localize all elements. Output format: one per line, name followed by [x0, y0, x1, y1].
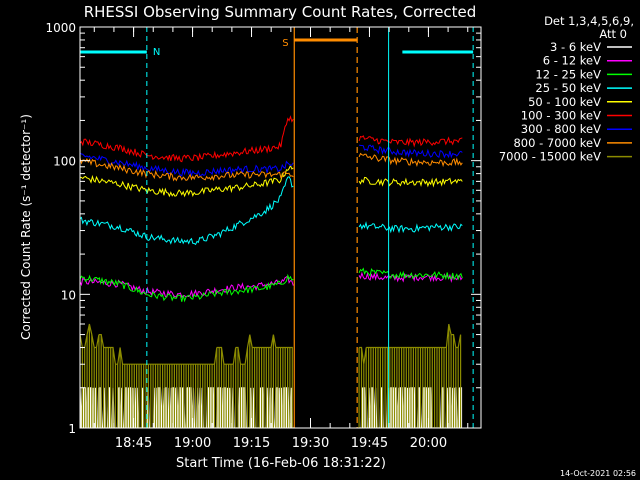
y-tick-label: 1000	[45, 21, 76, 35]
legend-label: 7000 - 15000 keV	[499, 150, 601, 164]
x-tick-label: 19:30	[292, 436, 329, 451]
series-line-7000-15000-kev-seg1	[80, 323, 293, 428]
legend-label: 300 - 800 keV	[521, 122, 601, 136]
legend-label: 3 - 6 keV	[550, 40, 601, 54]
series-line-50-100-kev-seg1	[80, 164, 294, 198]
series-line-50-100-kev-seg2	[358, 176, 463, 188]
series-line-300-800-kev-seg2	[358, 144, 463, 159]
legend-label: 100 - 300 keV	[521, 109, 601, 123]
legend-title-attenuator: Att 0	[599, 27, 627, 41]
series-line-800-7000-kev-seg2	[358, 152, 463, 168]
series-line-25-50-kev-seg2	[358, 221, 463, 234]
y-tick-label: 1	[68, 422, 76, 436]
footer-timestamp: 14-Oct-2021 02:56	[560, 469, 636, 478]
legend-label: 25 - 50 keV	[535, 81, 601, 95]
legend-label: 50 - 100 keV	[528, 95, 601, 109]
legend-label: 6 - 12 keV	[543, 54, 601, 68]
plot-frame	[79, 26, 482, 429]
series-line-12-25-kev-seg2	[358, 267, 463, 281]
x-tick-label: 19:45	[351, 436, 388, 451]
flag-label-saa: S	[282, 38, 288, 49]
x-tick-label: 18:45	[115, 436, 152, 451]
x-tick-label: 19:15	[233, 436, 270, 451]
series-line-100-300-kev-seg2	[358, 135, 463, 148]
axes: 1 10 100 1000 18:45 19:00 19:15 19:30 19:45 20:00	[45, 21, 482, 451]
flag-label-night: N	[153, 47, 160, 58]
series-line-25-50-kev-seg1	[80, 176, 294, 246]
series-line-100-300-kev-seg1	[80, 115, 294, 163]
series-line-300-800-kev-seg1	[80, 152, 294, 177]
x-tick-label: 20:00	[410, 436, 447, 451]
y-tick-label: 10	[61, 288, 76, 302]
series-line-7000-15000-kev-seg2	[358, 323, 462, 428]
y-axis-label: Corrected Count Rate (s⁻¹ detector⁻¹)	[19, 114, 33, 340]
chart-title: RHESSI Observing Summary Count Rates, Co…	[84, 3, 477, 21]
series-line-800-7000-kev-seg1	[80, 157, 294, 182]
x-tick-label: 19:00	[174, 436, 211, 451]
series-line-12-25-kev-seg1	[80, 273, 294, 303]
legend-label: 800 - 7000 keV	[513, 136, 601, 150]
legend-label: 12 - 25 keV	[535, 67, 601, 81]
x-axis-label: Start Time (16-Feb-06 18:31:22)	[176, 456, 386, 471]
y-tick-label: 100	[53, 155, 76, 169]
legend-title-detectors: Det 1,3,4,5,6,9,	[544, 14, 634, 28]
plot-area: NS	[79, 27, 474, 428]
